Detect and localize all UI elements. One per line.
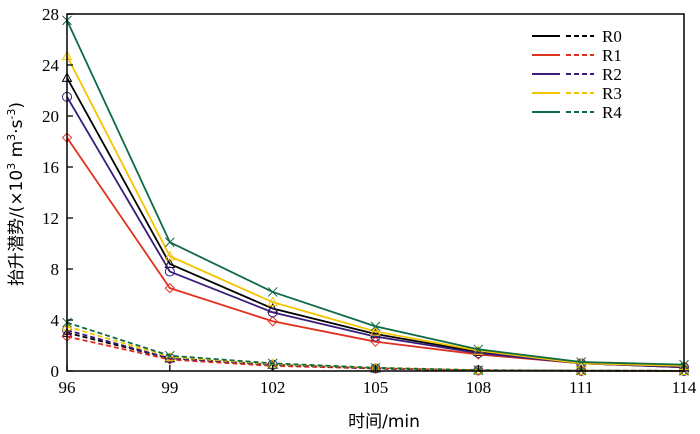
y-tick-label: 16 bbox=[42, 158, 59, 177]
x-tick-label: 96 bbox=[59, 378, 76, 397]
y-axis-title: 抬升潜势/(×103 m3·s-3) bbox=[5, 102, 27, 286]
data-point bbox=[267, 316, 278, 327]
data-point bbox=[267, 358, 278, 369]
data-point bbox=[164, 266, 175, 277]
data-point bbox=[164, 351, 176, 362]
legend-label: R4 bbox=[602, 103, 622, 122]
data-point bbox=[370, 321, 381, 332]
y-axis-title-unit-mid: ·s bbox=[7, 119, 27, 133]
legend-label: R3 bbox=[602, 84, 622, 103]
y-tick-label: 4 bbox=[51, 311, 60, 330]
y-tick-label: 24 bbox=[42, 56, 60, 75]
y-tick-label: 20 bbox=[42, 107, 59, 126]
data-point bbox=[164, 237, 175, 248]
x-tick-label: 102 bbox=[260, 378, 286, 397]
y-axis-title-unit-sup1: 3 bbox=[5, 134, 18, 141]
axes: 96 99 102 105 108 111 114 0 4 8 12 16 20 24 28 bbox=[42, 5, 697, 397]
y-axis-title-close: ) bbox=[7, 102, 27, 109]
data-point bbox=[164, 350, 175, 361]
x-axis-title: 时间/min bbox=[348, 412, 420, 432]
y-axis-title-main: 抬升潜势/(×10 bbox=[7, 170, 27, 286]
data-point bbox=[267, 287, 278, 297]
legend-item-r4: R4 bbox=[532, 103, 622, 122]
x-tick-label: 105 bbox=[363, 378, 389, 397]
y-tick-label: 28 bbox=[42, 5, 59, 24]
series-line bbox=[66, 19, 685, 366]
y-axis-title-unit: m bbox=[7, 141, 27, 163]
series-r3-solid bbox=[61, 50, 690, 370]
series-r4-solid bbox=[62, 15, 689, 370]
legend-item-r1: R1 bbox=[532, 46, 622, 65]
y-tick-label: 8 bbox=[51, 260, 60, 279]
data-point bbox=[267, 296, 279, 307]
y-tick-label: 0 bbox=[51, 362, 60, 381]
legend-label: R0 bbox=[602, 27, 622, 46]
legend-item-r2: R2 bbox=[532, 65, 622, 84]
data-point bbox=[576, 357, 587, 367]
data-point bbox=[370, 325, 381, 336]
legend-item-r0: R0 bbox=[532, 27, 622, 46]
legend-label: R1 bbox=[602, 46, 622, 65]
y-tick-label: 12 bbox=[42, 209, 59, 228]
x-tick-label: 108 bbox=[466, 378, 492, 397]
series-line bbox=[66, 55, 685, 367]
series-layer bbox=[61, 15, 690, 377]
data-point bbox=[164, 353, 175, 364]
x-tick-label: 114 bbox=[672, 378, 697, 397]
legend-item-r3: R3 bbox=[532, 84, 622, 103]
y-axis-title-sup: 3 bbox=[5, 163, 18, 170]
data-point bbox=[473, 344, 484, 355]
x-tick-label: 99 bbox=[161, 378, 178, 397]
series-line bbox=[66, 77, 685, 369]
data-point bbox=[164, 250, 176, 261]
data-point bbox=[267, 307, 278, 318]
plot-frame bbox=[66, 13, 685, 372]
x-tick-label: 111 bbox=[569, 378, 593, 397]
y-axis-title-unit-sup2: -3 bbox=[5, 109, 18, 120]
legend-label: R2 bbox=[602, 65, 622, 84]
data-point bbox=[164, 282, 176, 294]
